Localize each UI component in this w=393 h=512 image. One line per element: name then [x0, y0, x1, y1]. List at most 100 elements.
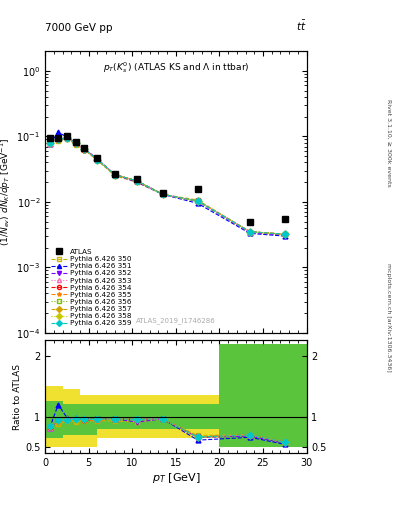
Pythia 6.426 359 — [195, 198, 200, 204]
Pythia 6.426 359 — [82, 146, 87, 152]
Pythia 6.426 355 — [82, 146, 87, 153]
Line: Pythia 6.426 357: Pythia 6.426 357 — [47, 135, 287, 237]
Pythia 6.426 356 — [160, 191, 165, 198]
Pythia 6.426 353 — [283, 231, 287, 238]
Pythia 6.426 355 — [56, 137, 61, 143]
Pythia 6.426 356 — [82, 146, 87, 152]
Pythia 6.426 354 — [134, 178, 139, 184]
Line: Pythia 6.426 350: Pythia 6.426 350 — [47, 136, 287, 237]
Pythia 6.426 358 — [47, 140, 52, 146]
Pythia 6.426 355 — [195, 198, 200, 204]
Y-axis label: Ratio to ATLAS: Ratio to ATLAS — [13, 364, 22, 430]
Pythia 6.426 353 — [64, 135, 69, 141]
Pythia 6.426 351 — [95, 156, 100, 162]
Pythia 6.426 357 — [112, 172, 117, 178]
Line: Pythia 6.426 355: Pythia 6.426 355 — [47, 136, 287, 237]
Pythia 6.426 355 — [47, 140, 52, 146]
Pythia 6.426 356 — [73, 140, 78, 146]
ATLAS — [195, 186, 200, 193]
Pythia 6.426 354 — [47, 140, 52, 146]
Pythia 6.426 357 — [64, 135, 69, 141]
Pythia 6.426 357 — [82, 146, 87, 152]
Pythia 6.426 350 — [73, 141, 78, 147]
Pythia 6.426 352 — [73, 140, 78, 146]
Pythia 6.426 354 — [73, 140, 78, 146]
Pythia 6.426 359 — [160, 191, 165, 198]
Pythia 6.426 354 — [82, 146, 87, 153]
Pythia 6.426 355 — [134, 178, 139, 184]
Pythia 6.426 352 — [56, 136, 61, 142]
Pythia 6.426 357 — [160, 191, 165, 198]
Pythia 6.426 352 — [47, 141, 52, 147]
Line: Pythia 6.426 352: Pythia 6.426 352 — [47, 135, 287, 238]
Pythia 6.426 354 — [64, 135, 69, 141]
Pythia 6.426 350 — [134, 179, 139, 185]
Pythia 6.426 351 — [160, 191, 165, 198]
ATLAS — [56, 135, 61, 141]
ATLAS — [160, 190, 165, 197]
Line: Pythia 6.426 358: Pythia 6.426 358 — [47, 135, 287, 237]
Pythia 6.426 354 — [56, 136, 61, 142]
Pythia 6.426 352 — [283, 232, 287, 238]
Pythia 6.426 356 — [95, 157, 100, 163]
Pythia 6.426 359 — [64, 135, 69, 141]
Pythia 6.426 354 — [195, 198, 200, 204]
Pythia 6.426 352 — [64, 135, 69, 141]
Pythia 6.426 358 — [82, 146, 87, 152]
Pythia 6.426 352 — [112, 172, 117, 178]
Pythia 6.426 359 — [283, 231, 287, 238]
Pythia 6.426 354 — [95, 157, 100, 163]
Pythia 6.426 358 — [112, 172, 117, 178]
Pythia 6.426 353 — [56, 136, 61, 142]
Text: ATLAS_2019_I1746286: ATLAS_2019_I1746286 — [136, 317, 216, 325]
ATLAS — [283, 216, 287, 222]
Pythia 6.426 357 — [95, 157, 100, 163]
Y-axis label: $(1/N_{ev})\ dN_{K}/dp_{T}\ [\mathrm{GeV}^{-1}]$: $(1/N_{ev})\ dN_{K}/dp_{T}\ [\mathrm{GeV… — [0, 138, 13, 246]
Pythia 6.426 356 — [195, 198, 200, 204]
Pythia 6.426 351 — [56, 130, 61, 136]
Pythia 6.426 356 — [56, 136, 61, 142]
Line: Pythia 6.426 351: Pythia 6.426 351 — [47, 130, 287, 239]
Pythia 6.426 350 — [112, 173, 117, 179]
Pythia 6.426 350 — [95, 157, 100, 163]
ATLAS — [82, 145, 87, 151]
Pythia 6.426 350 — [56, 138, 61, 144]
Pythia 6.426 354 — [112, 172, 117, 178]
Pythia 6.426 350 — [248, 229, 252, 235]
Pythia 6.426 358 — [73, 140, 78, 146]
Pythia 6.426 358 — [56, 136, 61, 142]
Pythia 6.426 350 — [283, 231, 287, 238]
Pythia 6.426 355 — [95, 157, 100, 163]
Pythia 6.426 358 — [283, 231, 287, 238]
Pythia 6.426 357 — [134, 178, 139, 184]
Pythia 6.426 353 — [95, 157, 100, 163]
Pythia 6.426 353 — [47, 141, 52, 147]
Pythia 6.426 353 — [112, 172, 117, 178]
Line: Pythia 6.426 359: Pythia 6.426 359 — [47, 135, 287, 237]
Pythia 6.426 357 — [283, 231, 287, 238]
Pythia 6.426 356 — [248, 229, 252, 235]
Pythia 6.426 356 — [134, 178, 139, 184]
Pythia 6.426 354 — [160, 191, 165, 198]
ATLAS — [64, 133, 69, 139]
Pythia 6.426 353 — [134, 178, 139, 184]
Pythia 6.426 355 — [160, 191, 165, 198]
Pythia 6.426 353 — [82, 146, 87, 152]
Pythia 6.426 351 — [195, 200, 200, 206]
Pythia 6.426 358 — [160, 191, 165, 198]
Pythia 6.426 358 — [95, 157, 100, 163]
X-axis label: $p_T\ [\mathrm{GeV}]$: $p_T\ [\mathrm{GeV}]$ — [152, 471, 200, 485]
Pythia 6.426 354 — [248, 229, 252, 235]
Pythia 6.426 359 — [73, 140, 78, 146]
Pythia 6.426 351 — [134, 178, 139, 184]
Line: ATLAS: ATLAS — [46, 133, 288, 225]
Pythia 6.426 357 — [248, 229, 252, 235]
Pythia 6.426 352 — [95, 157, 100, 163]
Pythia 6.426 351 — [283, 233, 287, 239]
Pythia 6.426 353 — [73, 140, 78, 146]
Pythia 6.426 351 — [82, 145, 87, 152]
Pythia 6.426 356 — [112, 172, 117, 178]
Text: $p_T(K^0_s)$ (ATLAS KS and $\Lambda$ in ttbar): $p_T(K^0_s)$ (ATLAS KS and $\Lambda$ in … — [103, 60, 249, 75]
ATLAS — [112, 170, 117, 177]
Pythia 6.426 353 — [195, 198, 200, 204]
